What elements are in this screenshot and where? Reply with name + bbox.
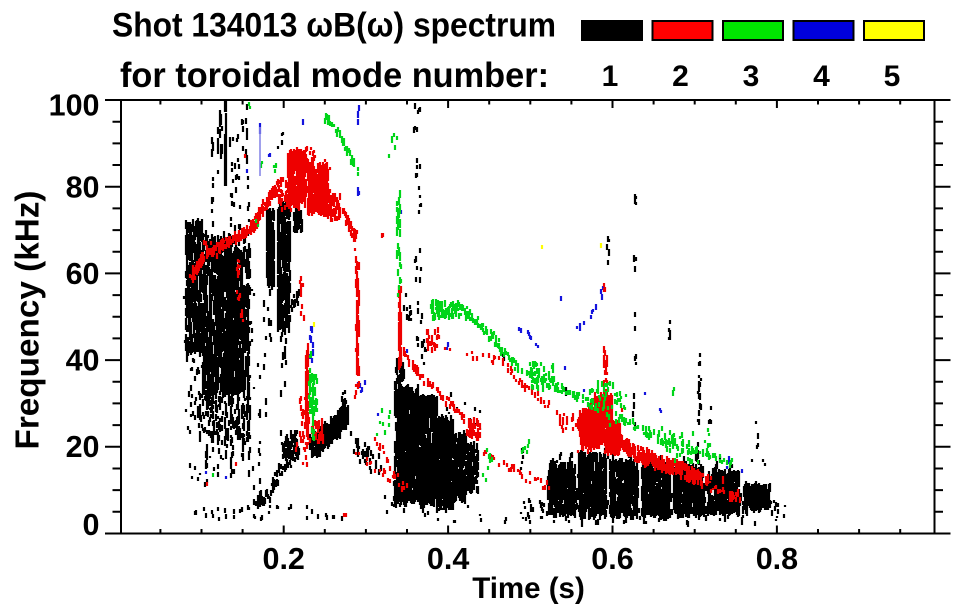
- svg-text:0.4: 0.4: [427, 542, 469, 576]
- svg-text:40: 40: [66, 344, 100, 378]
- svg-text:4: 4: [813, 60, 830, 93]
- svg-text:0.2: 0.2: [262, 542, 304, 576]
- svg-text:2: 2: [672, 60, 689, 93]
- svg-text:5: 5: [884, 60, 901, 93]
- svg-text:3: 3: [743, 60, 760, 93]
- svg-text:Frequency (kHz): Frequency (kHz): [9, 191, 46, 450]
- svg-text:for toroidal mode number:: for toroidal mode number:: [120, 56, 549, 95]
- svg-text:80: 80: [66, 170, 100, 204]
- svg-text:60: 60: [66, 257, 100, 291]
- svg-text:0.6: 0.6: [591, 542, 633, 576]
- svg-text:100: 100: [49, 89, 100, 123]
- svg-text:0.8: 0.8: [756, 542, 798, 576]
- svg-text:Shot 134013 ωB(ω) spectrum: Shot 134013 ωB(ω) spectrum: [112, 7, 556, 45]
- svg-text:1: 1: [602, 60, 619, 93]
- svg-text:20: 20: [66, 430, 100, 464]
- svg-text:0: 0: [83, 508, 100, 542]
- svg-text:Time (s): Time (s): [472, 572, 585, 605]
